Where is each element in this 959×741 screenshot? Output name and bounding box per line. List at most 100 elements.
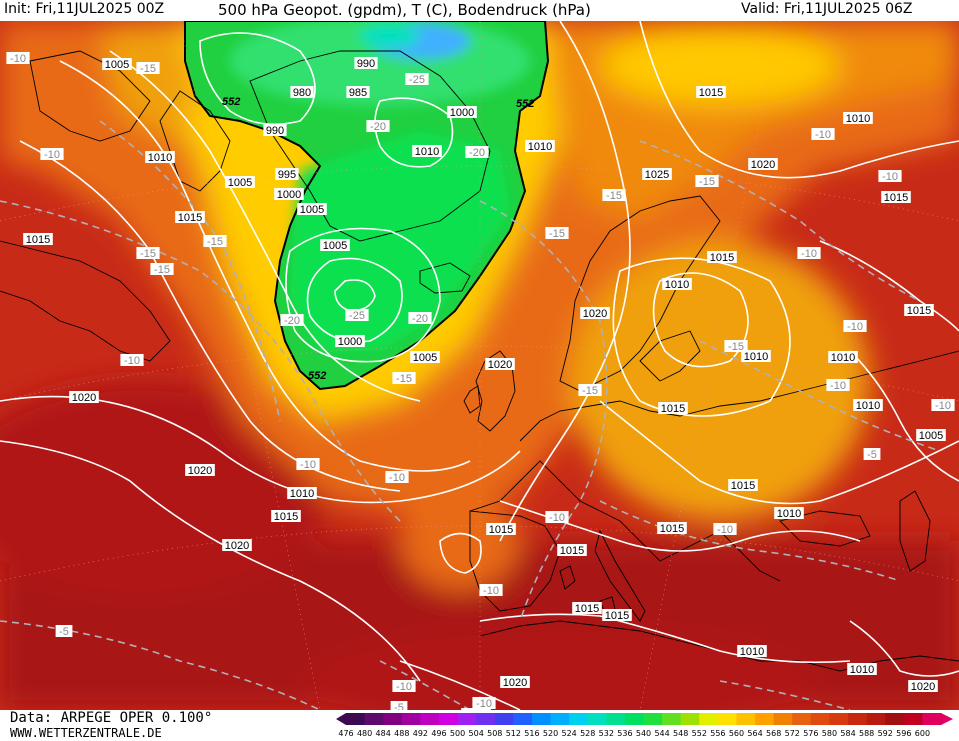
temperature-label-bg bbox=[296, 458, 320, 470]
temperature-label: -10 bbox=[713, 523, 737, 536]
isobar-label-bg bbox=[557, 544, 587, 556]
isobar-label-bg bbox=[263, 124, 287, 136]
temperature-label: -15 bbox=[545, 227, 569, 240]
isobar-label-text: 1020 bbox=[503, 677, 527, 689]
temperature-label-bg bbox=[6, 52, 30, 64]
isobar-label: 995 bbox=[275, 168, 299, 181]
colorbar-tick-label: 544 bbox=[654, 729, 670, 738]
isobar-label: 1010 bbox=[662, 278, 692, 291]
colorbar-tick-label: 512 bbox=[505, 729, 521, 738]
colorbar-segment bbox=[736, 713, 756, 725]
isobar-label: 1015 bbox=[572, 602, 602, 615]
colorbar-segment bbox=[346, 713, 366, 725]
temperature-label: -15 bbox=[150, 263, 174, 276]
isobar-label-text: 1010 bbox=[528, 141, 552, 153]
isobar-label-bg bbox=[297, 203, 327, 215]
isobar-label-bg bbox=[853, 399, 883, 411]
colorbar-segment bbox=[699, 713, 719, 725]
isobar-label-bg bbox=[320, 239, 350, 251]
isobar-label-text: 1010 bbox=[148, 152, 172, 164]
isobar-label-bg bbox=[185, 464, 215, 476]
isobar-labels: 1005 990 985 980 990 995 1000 1005 1000 1010 1005 1… bbox=[23, 57, 946, 710]
temperature-label: -10 bbox=[479, 584, 503, 597]
isobar-label-bg bbox=[335, 335, 365, 347]
colorbar-tick-label: 580 bbox=[821, 729, 838, 738]
valid-time: Valid: Fri,11JUL2025 06Z bbox=[741, 1, 913, 17]
isobar-label: 1015 bbox=[904, 304, 934, 317]
isobar-label-bg bbox=[728, 479, 758, 491]
temperature-label-text: -10 bbox=[815, 129, 831, 141]
colorbar-segment bbox=[810, 713, 830, 725]
isobar-label-bg bbox=[657, 522, 687, 534]
isobar-label: 1015 bbox=[881, 191, 911, 204]
temperature-label-text: -10 bbox=[882, 171, 898, 183]
isobar-label: 1015 bbox=[175, 211, 205, 224]
temperature-label-text: -10 bbox=[717, 524, 733, 536]
temperature-label-bg bbox=[878, 170, 902, 182]
temperature-label: -10 bbox=[545, 511, 569, 524]
isobar-label-bg bbox=[290, 86, 314, 98]
temperature-label-text: -10 bbox=[549, 512, 565, 524]
temperature-label: -10 bbox=[40, 148, 64, 161]
temperature-label-text: -10 bbox=[847, 321, 863, 333]
colorbar-segment bbox=[848, 713, 868, 725]
colorbar-tick-label: 520 bbox=[542, 729, 559, 738]
isobar-label-text: 1005 bbox=[300, 204, 324, 216]
colorbar-segment bbox=[476, 713, 496, 725]
isobar-label: 1015 bbox=[23, 233, 53, 246]
colorbar-segment bbox=[587, 713, 607, 725]
temperature-label-text: -10 bbox=[476, 698, 492, 710]
temperature-label-text: -10 bbox=[483, 585, 499, 597]
temperature-labels: -10 -15 -10 -15 -15 -15 -10 -25 -20 -20 -20 -25 -20 -… bbox=[6, 52, 955, 710]
temperature-label-bg bbox=[826, 379, 850, 391]
temperature-label-text: -15 bbox=[140, 248, 156, 260]
isobar-label: 1010 bbox=[741, 350, 771, 363]
isobar-label: 1020 bbox=[69, 391, 99, 404]
weather-map: 552 552 552 1005 990985980990995100010051… bbox=[0, 21, 959, 710]
isobar-label-text: 1010 bbox=[290, 488, 314, 500]
isobar-label: 1015 bbox=[696, 86, 726, 99]
colorbar-tick-label: 576 bbox=[803, 729, 819, 738]
colorbar-segment bbox=[903, 713, 923, 725]
colorbar-tick-label: 560 bbox=[728, 729, 745, 738]
isobar-label-text: 995 bbox=[278, 169, 296, 181]
temperature-label-bg bbox=[203, 235, 227, 247]
isobar-label-text: 1000 bbox=[338, 336, 362, 348]
temperature-label-text: -20 bbox=[412, 313, 428, 325]
isobar-label-bg bbox=[275, 168, 299, 180]
isobar-label-text: 1015 bbox=[907, 305, 931, 317]
isobar-label-text: 1020 bbox=[583, 308, 607, 320]
isobar-label-bg bbox=[774, 507, 804, 519]
isobar-label-bg bbox=[287, 487, 317, 499]
isobar-label: 1015 bbox=[602, 609, 632, 622]
temperature-label-text: -10 bbox=[801, 248, 817, 260]
isobar-label: 1010 bbox=[525, 140, 555, 153]
isobar-label-text: 1020 bbox=[72, 392, 96, 404]
isobar-label: 1015 bbox=[728, 479, 758, 492]
colorbar-tick-label: 564 bbox=[747, 729, 763, 738]
isobar-label-bg bbox=[69, 391, 99, 403]
isobar-label-bg bbox=[175, 211, 205, 223]
isobar-label-bg bbox=[354, 57, 378, 69]
colorbar-tick-label: 588 bbox=[858, 729, 875, 738]
isobar-label-bg bbox=[525, 140, 555, 152]
geopotential-field bbox=[0, 21, 959, 710]
colorbar-segment bbox=[885, 713, 905, 725]
temperature-label-bg bbox=[136, 62, 160, 74]
isobar-label-bg bbox=[696, 86, 726, 98]
temperature-label: -10 bbox=[797, 247, 821, 260]
colorbar-segment bbox=[457, 713, 477, 725]
colorbar-tick-label: 584 bbox=[840, 729, 856, 738]
isobar-label: 1010 bbox=[843, 112, 873, 125]
isobar-label-bg bbox=[485, 358, 515, 370]
colorbar-tick-label: 492 bbox=[412, 729, 429, 738]
temperature-label-bg bbox=[545, 511, 569, 523]
colorbar-tick-label: 556 bbox=[710, 729, 726, 738]
colorbar-segment bbox=[922, 713, 942, 725]
isobar-label-text: 1010 bbox=[415, 146, 439, 158]
colorbar-segment bbox=[401, 713, 421, 725]
isobar-label-text: 1000 bbox=[277, 189, 301, 201]
temperature-label-bg bbox=[120, 354, 144, 366]
colorbar-tick-label: 476 bbox=[338, 729, 354, 738]
